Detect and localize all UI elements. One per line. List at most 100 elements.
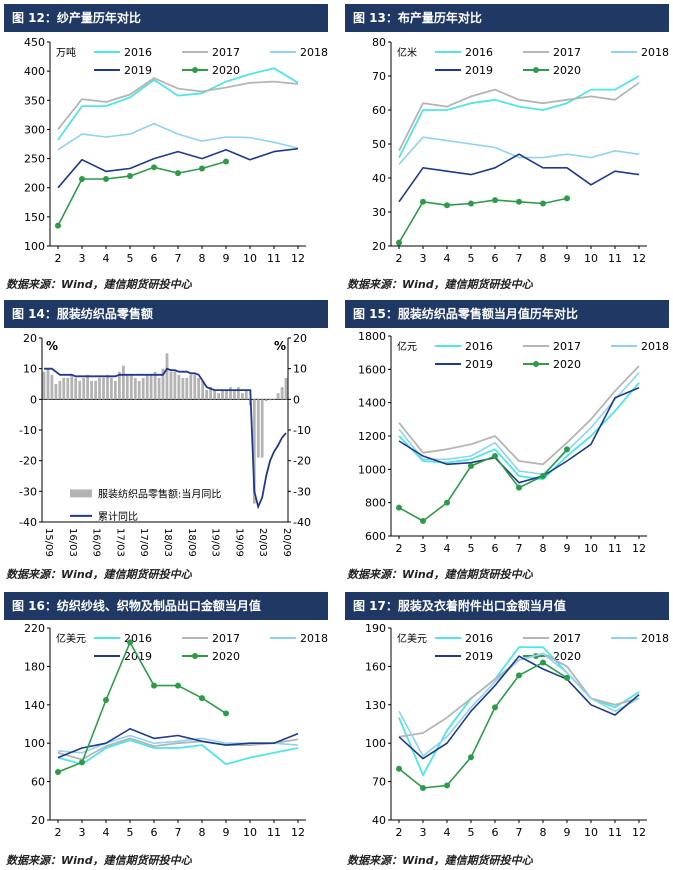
bar [241,393,244,400]
x-tick-label: 20/03 [257,528,268,557]
x-tick-label: 5 [468,542,475,555]
x-tick-label: 8 [540,542,547,555]
legend-label: 2018 [300,46,328,59]
x-tick-label: 6 [151,252,158,265]
x-tick-label: 2 [396,252,403,265]
y-tick-label-right: -20 [293,455,311,468]
y-tick-label: 70 [372,776,386,789]
bar [133,377,137,400]
bar [225,390,228,400]
x-tick-label: 4 [103,826,110,839]
bar [181,377,185,400]
data-point-2020 [468,200,474,207]
source-note: 数据来源：Wind，建信期货研投中心 [6,278,192,291]
cumulative-line [44,367,287,510]
bar [173,371,177,400]
bar [280,387,284,400]
x-tick-label: 12 [632,542,646,555]
data-point-2020 [55,769,61,775]
data-point-2020 [516,484,522,491]
legend-marker [533,67,539,73]
bar [86,374,89,400]
data-point-2020 [151,682,157,689]
x-tick-label: 3 [420,252,427,265]
bar [50,374,54,400]
data-point-2020 [444,202,450,209]
bar [137,380,141,400]
y-tick-label-right: 20 [293,332,307,345]
x-tick-label: 6 [492,252,499,265]
y-tick-label: 1800 [358,330,386,343]
y-tick-label: 30 [372,206,386,219]
data-point-2020 [127,639,133,646]
line-chart: 40 70 100 130 160 190 2 3 4 5 6 7 8 9 10 11 12 亿美元 2016 201… [365,622,669,839]
unit-label-right: % [274,339,286,353]
legend-label: 2019 [465,64,493,77]
y-tick-label: 40 [372,172,386,185]
x-tick-label: 11 [608,826,622,839]
unit-label: 亿美元 [397,632,427,645]
y-tick-label: 180 [24,660,45,673]
series-line-2018 [398,372,640,476]
x-tick-label: 12 [632,252,646,265]
data-point-2020 [396,239,402,246]
x-tick-label: 5 [468,252,475,265]
x-tick-label: 7 [516,252,523,265]
bar [260,399,264,458]
bar [149,374,153,400]
x-tick-label: 18/09 [186,528,197,557]
data-point-2020 [492,197,498,204]
data-point-2020 [420,198,426,205]
bar [276,393,280,400]
x-tick-label: 10 [584,252,598,265]
x-tick-label: 11 [267,252,281,265]
y-tick-label-left: -30 [19,485,37,498]
x-tick-label: 3 [79,252,86,265]
bar [157,377,161,400]
x-tick-label: 5 [468,826,475,839]
panel-1: 图 12：纱产量历年对比 100 150 200 250 300 350 400 450 2 3 4… [4,4,328,294]
source-note: 数据来源：Wind，建信期货研投中心 [347,568,533,581]
y-tick-label: 300 [24,123,45,136]
legend-label: 服装纺织品零售额:当月同比 [98,487,221,500]
bar [201,380,205,400]
y-tick-label-right: -30 [293,485,311,498]
y-tick-label: 100 [24,240,45,253]
bar [66,377,70,400]
source-note: 数据来源：Wind，建信期货研投中心 [6,854,192,867]
source-note: 数据来源：Wind，建信期货研投中心 [347,278,533,291]
bar [106,374,109,400]
x-tick-label: 11 [267,826,281,839]
bar [256,399,260,458]
bar [177,374,181,400]
data-point-2020 [175,682,181,689]
bar [264,399,268,402]
bar [252,399,256,504]
bar [217,393,220,400]
x-tick-label: 10 [243,826,257,839]
x-tick-label: 4 [103,252,110,265]
bar [62,377,66,400]
y-tick-label: 190 [365,622,386,635]
legend-label: 2018 [641,340,669,353]
y-tick-label: 100 [365,737,386,750]
source-note: 数据来源：Wind，建信期货研投中心 [6,568,192,581]
x-tick-label: 8 [199,252,206,265]
x-tick-label: 10 [243,252,257,265]
data-point-2020 [103,175,109,182]
y-tick-label: 60 [31,776,45,789]
bar [58,380,62,400]
y-tick-label: 450 [24,36,45,49]
x-tick-label: 8 [540,252,547,265]
y-tick-label: 20 [31,814,45,827]
x-tick-label: 3 [420,826,427,839]
legend-swatch-bar [70,489,92,498]
x-tick-label: 5 [127,252,134,265]
data-point-2020 [103,697,109,703]
bar [94,380,97,400]
y-tick-label-left: 10 [23,363,37,376]
data-point-2020 [420,518,426,524]
series-line-2017 [398,82,640,152]
data-point-2020 [540,473,546,479]
